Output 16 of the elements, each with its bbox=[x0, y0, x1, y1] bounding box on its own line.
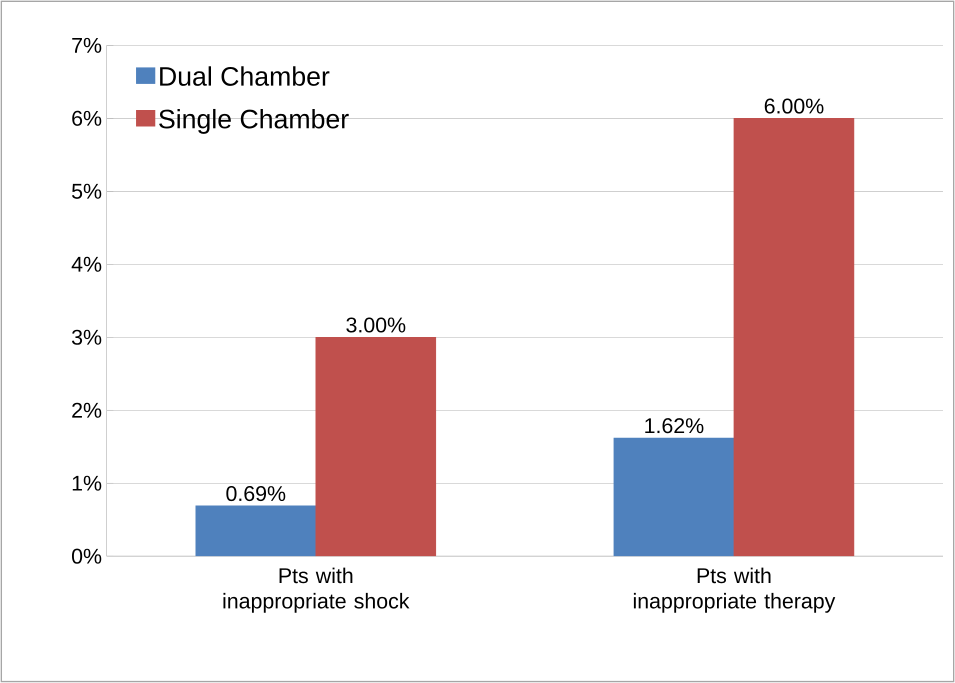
x-tick-label: Pts with inappropriate shock bbox=[223, 568, 410, 613]
data-label: 3.00% bbox=[346, 317, 406, 333]
y-tick-label: 6% bbox=[72, 110, 102, 126]
y-tick-label: 4% bbox=[72, 256, 102, 272]
y-tick-label: 1% bbox=[72, 476, 102, 491]
data-label: 0.69% bbox=[226, 486, 286, 502]
y-tick-label: 7% bbox=[72, 38, 102, 53]
y-tick-label: 3% bbox=[72, 330, 102, 345]
y-tick-label: 5% bbox=[72, 184, 102, 199]
legend-label: Dual Chamber bbox=[160, 66, 330, 86]
y-tick-label: 0% bbox=[72, 548, 102, 564]
y-tick-label: 2% bbox=[72, 402, 102, 418]
legend-label: Single Chamber bbox=[159, 109, 349, 134]
data-label: 6.00% bbox=[764, 98, 824, 114]
x-tick-label: Pts with inappropriate therapy bbox=[634, 568, 836, 613]
data-label: 1.62% bbox=[645, 418, 704, 434]
